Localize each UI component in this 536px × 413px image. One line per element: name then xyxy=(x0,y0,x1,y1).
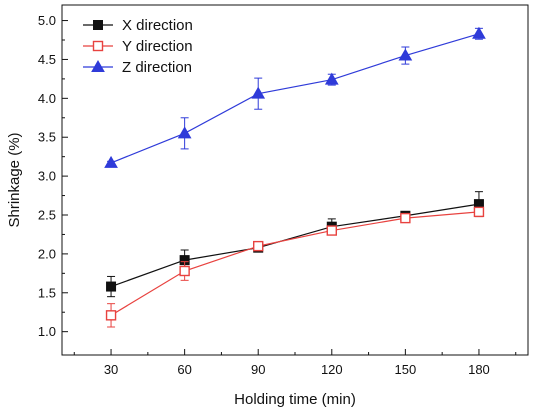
y-tick-label: 4.5 xyxy=(38,52,56,67)
legend-label: Y direction xyxy=(122,38,193,55)
x-tick-label: 90 xyxy=(251,362,265,377)
y-tick-label: 2.5 xyxy=(38,208,56,223)
legend-marker xyxy=(92,40,104,52)
data-point xyxy=(179,265,190,277)
series xyxy=(106,191,484,298)
data-point xyxy=(398,48,413,61)
legend-item: Y direction xyxy=(83,38,193,55)
y-axis-title: Shrinkage (%) xyxy=(6,132,23,227)
data-point xyxy=(400,212,411,224)
x-axis-title: Holding time (min) xyxy=(234,391,356,408)
series-line xyxy=(110,211,479,316)
series-line xyxy=(110,33,480,164)
data-point xyxy=(106,281,117,292)
y-axis: 1.0 1.5 2.0 2.5 3.0 3.5 4.0 4.5 5.0 xyxy=(38,13,68,339)
x-tick-label: 60 xyxy=(177,362,191,377)
legend-item: X direction xyxy=(83,17,193,34)
data-point xyxy=(177,126,192,139)
data-point xyxy=(253,240,264,252)
y-tick-label: 2.0 xyxy=(38,246,56,261)
data-point xyxy=(104,155,118,168)
legend-marker xyxy=(93,20,103,30)
data-point xyxy=(473,206,485,218)
series xyxy=(105,206,485,328)
legend-marker xyxy=(91,59,105,72)
y-tick-label: 3.0 xyxy=(38,169,56,184)
legend: X direction Y direction Z direction xyxy=(83,17,193,76)
legend-label: X direction xyxy=(122,17,193,34)
legend-label: Z direction xyxy=(122,59,192,76)
data-point xyxy=(324,72,339,85)
y-tick-label: 5.0 xyxy=(38,13,56,28)
y-tick-label: 1.5 xyxy=(38,285,56,300)
legend-item: Z direction xyxy=(83,59,192,76)
x-tick-label: 30 xyxy=(104,362,118,377)
data-point xyxy=(472,26,486,39)
x-tick-label: 150 xyxy=(395,362,417,377)
data-point xyxy=(326,225,337,236)
data-point xyxy=(105,310,117,321)
series xyxy=(104,26,486,168)
y-tick-label: 1.0 xyxy=(38,324,56,339)
series-layer xyxy=(104,26,486,328)
data-point xyxy=(251,86,266,99)
series-line xyxy=(110,203,480,288)
x-tick-label: 180 xyxy=(468,362,490,377)
y-tick-label: 4.0 xyxy=(38,91,56,106)
x-axis: 30 60 90 120 150 180 xyxy=(73,349,517,377)
x-tick-label: 120 xyxy=(321,362,343,377)
y-tick-label: 3.5 xyxy=(38,130,56,145)
